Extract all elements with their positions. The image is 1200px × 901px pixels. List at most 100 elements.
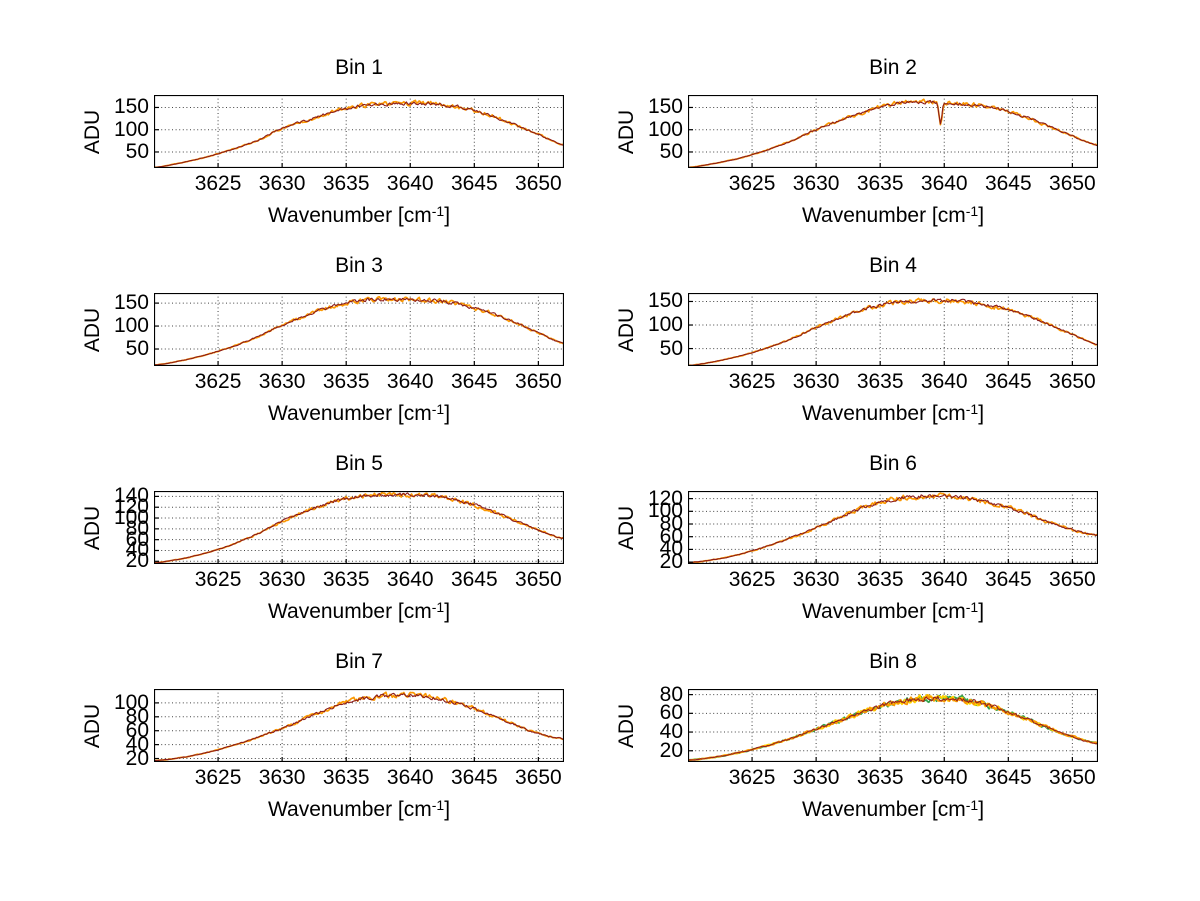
axis-box xyxy=(688,293,1098,366)
y-axis-label: ADU xyxy=(615,703,638,748)
y-tick-label: 40 xyxy=(659,720,683,744)
x-tick-label: 3650 xyxy=(515,370,562,393)
y-tick-label: 120 xyxy=(647,486,683,510)
y-tick-label: 50 xyxy=(125,139,149,163)
y-tick-label: 40 xyxy=(659,537,683,561)
x-tick-label: 3625 xyxy=(728,568,776,591)
x-tick-label: 3625 xyxy=(728,172,776,195)
y-tick-label: 150 xyxy=(647,95,683,119)
y-axis-label: ADU xyxy=(615,307,638,352)
x-tick-label: 3645 xyxy=(984,766,1032,789)
x-tick-label: 3630 xyxy=(258,568,306,591)
spectrum-trace xyxy=(688,493,1098,564)
x-axis-label: Wavenumber [cm-1] xyxy=(801,401,985,425)
y-axis-label: ADU xyxy=(615,505,638,550)
tick-marks xyxy=(154,106,539,168)
x-tick-label: 3635 xyxy=(856,568,904,591)
spectrum-trace xyxy=(688,98,1098,168)
x-tick-label: 3635 xyxy=(856,172,904,195)
y-tick-labels: 20 40 60 80 100 120 140 xyxy=(106,485,154,572)
plot-area xyxy=(688,293,1098,366)
x-tick-label: 3635 xyxy=(322,370,370,393)
x-axis-label: Wavenumber [cm-1] xyxy=(267,401,451,425)
x-tick-label: 3650 xyxy=(515,172,562,195)
x-tick-label: 3645 xyxy=(450,370,498,393)
x-tick-label: 3630 xyxy=(792,766,840,789)
y-tick-label: 40 xyxy=(125,538,149,562)
spectrum-trace xyxy=(688,99,1098,168)
y-tick-label: 100 xyxy=(647,117,683,141)
x-tick-label: 3640 xyxy=(386,370,434,393)
plot-area xyxy=(688,95,1098,168)
y-tick-label: 120 xyxy=(113,495,149,519)
x-tick-label: 3650 xyxy=(1049,172,1096,195)
x-tick-labels: 3625 3630 3635 3640 3645 3650 xyxy=(688,762,1098,790)
y-tick-label: 20 xyxy=(125,549,149,573)
x-tick-label: 3635 xyxy=(322,568,370,591)
plot-area xyxy=(154,689,564,762)
y-tick-labels: 50 100 150 xyxy=(640,95,688,168)
x-tick-labels: 3625 3630 3635 3640 3645 3650 xyxy=(688,564,1098,592)
y-tick-label: 80 xyxy=(659,512,683,535)
y-tick-label: 50 xyxy=(659,336,683,360)
axis-box xyxy=(688,689,1098,762)
x-axis-label: Wavenumber [cm-1] xyxy=(267,599,451,623)
y-tick-labels: 20 40 60 80 100 xyxy=(106,689,154,769)
axis-box xyxy=(688,491,1098,564)
subplot-bin-5: Bin 5 ADU 20 40 60 80 100 120 140 3625 3630 3635… xyxy=(80,444,564,624)
y-axis-label: ADU xyxy=(81,109,104,154)
x-tick-labels: 3625 3630 3635 3640 3645 3650 xyxy=(154,564,564,592)
y-tick-label: 20 xyxy=(125,746,149,770)
grid-lines xyxy=(154,491,564,564)
y-tick-label: 50 xyxy=(659,139,683,163)
spectrum-trace xyxy=(154,297,564,366)
axis-box xyxy=(154,95,564,168)
spectrum-trace xyxy=(154,99,564,168)
spectrum-trace xyxy=(688,297,1098,366)
y-axis-label: ADU xyxy=(81,307,104,352)
x-tick-label: 3640 xyxy=(920,766,968,789)
x-tick-labels: 3625 3630 3635 3640 3645 3650 xyxy=(154,168,564,196)
y-tick-label: 100 xyxy=(113,690,149,714)
y-tick-label: 80 xyxy=(125,516,149,540)
grid-lines xyxy=(154,95,564,168)
x-tick-label: 3625 xyxy=(728,766,776,789)
y-axis-label: ADU xyxy=(615,109,638,154)
x-tick-label: 3630 xyxy=(258,766,306,789)
y-tick-label: 100 xyxy=(113,314,149,338)
y-tick-label: 100 xyxy=(113,117,149,141)
y-tick-label: 40 xyxy=(125,732,149,756)
x-tick-label: 3635 xyxy=(856,370,904,393)
plot-area xyxy=(688,491,1098,564)
spectrum-trace xyxy=(688,694,1098,761)
spectrum-trace xyxy=(154,101,564,168)
x-tick-label: 3645 xyxy=(984,568,1032,591)
x-tick-labels: 3625 3630 3635 3640 3645 3650 xyxy=(688,168,1098,196)
y-tick-label: 100 xyxy=(647,313,683,337)
spectrum-trace xyxy=(688,695,1098,761)
x-tick-label: 3630 xyxy=(792,568,840,591)
plot-title: Bin 1 xyxy=(335,56,383,79)
subplot-bin-8: Bin 8 ADU 20 40 60 80 3625 3630 3635 3640 3645 3… xyxy=(614,642,1098,822)
x-tick-label: 3640 xyxy=(386,568,434,591)
grid-lines xyxy=(154,689,564,762)
axis-box xyxy=(154,491,564,564)
plot-title: Bin 8 xyxy=(869,650,917,673)
x-axis-label: Wavenumber [cm-1] xyxy=(801,203,985,227)
x-tick-label: 3625 xyxy=(728,370,776,393)
y-tick-labels: 50 100 150 xyxy=(640,290,688,366)
x-tick-label: 3645 xyxy=(984,172,1032,195)
subplot-bin-4: Bin 4 ADU 50 100 150 3625 3630 3635 3640 3645 3… xyxy=(614,246,1098,426)
y-tick-label: 150 xyxy=(113,95,149,119)
plot-area xyxy=(154,95,564,168)
plot-title: Bin 2 xyxy=(869,56,917,79)
x-tick-label: 3640 xyxy=(920,172,968,195)
x-tick-label: 3640 xyxy=(920,568,968,591)
y-tick-label: 50 xyxy=(125,337,149,360)
x-tick-label: 3630 xyxy=(792,370,840,393)
x-tick-label: 3635 xyxy=(322,172,370,195)
tick-marks xyxy=(688,106,1073,168)
spectrum-trace xyxy=(688,298,1098,366)
x-tick-label: 3650 xyxy=(1049,766,1096,789)
y-tick-label: 20 xyxy=(659,738,683,762)
